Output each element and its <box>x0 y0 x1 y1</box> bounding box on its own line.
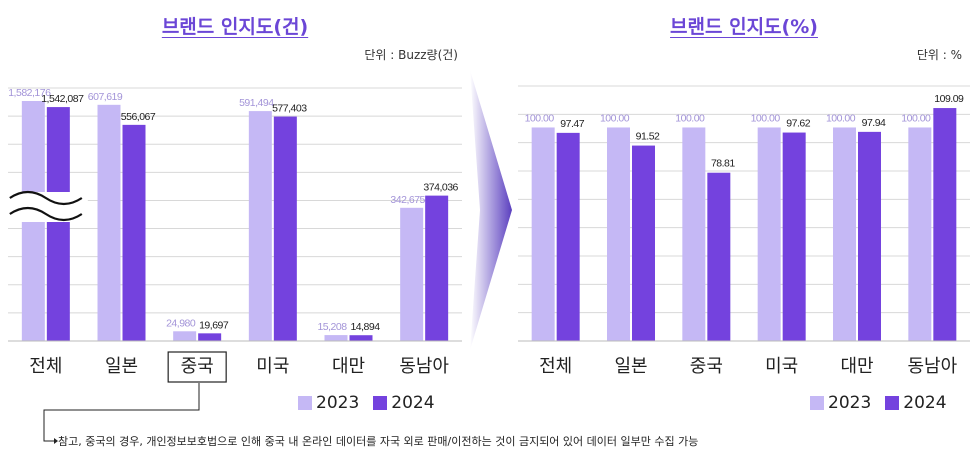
category-label: 전체 <box>539 356 572 377</box>
bar-2024-동남아 <box>933 108 957 342</box>
data-label: 100.00 <box>525 112 555 124</box>
data-label: 19,697 <box>199 319 229 331</box>
data-label: 100.00 <box>901 112 931 124</box>
category-label: 미국 <box>256 356 289 377</box>
legend-label-2024: 2024 <box>903 393 947 413</box>
data-label: 78.81 <box>711 158 735 170</box>
legend-swatch-2023 <box>298 396 312 410</box>
category-label: 대만 <box>332 356 365 377</box>
legend-swatch-2024 <box>885 396 900 410</box>
bar-2023-동남아 <box>908 127 932 342</box>
bar-2024-일본 <box>632 145 655 341</box>
axis-break-mark <box>9 206 83 222</box>
category-label: 중국 <box>690 356 723 377</box>
bar-2023-일본 <box>97 104 121 341</box>
data-label: 1,582,176 <box>8 87 51 99</box>
legend-label-2024: 2024 <box>391 393 435 413</box>
bar-2024-일본 <box>122 124 146 342</box>
data-label: 607,619 <box>88 91 123 103</box>
bar-2023-대만 <box>324 335 348 341</box>
bar-2024-대만 <box>858 131 881 341</box>
data-label: 591,494 <box>239 97 274 109</box>
legend: 2023 2024 <box>298 393 449 413</box>
data-label: 342,675 <box>390 194 425 206</box>
right-bar-chart: 100.00 97.47 전체 100.00 91.52 일본 100.00 78.81 중국 1… <box>518 85 970 377</box>
bar-2023-미국 <box>757 127 781 342</box>
footnote-connector-line <box>43 383 200 444</box>
data-label: 91.52 <box>636 131 660 143</box>
legend-label-2023: 2023 <box>828 393 872 413</box>
bar-2023-동남아 <box>400 207 424 341</box>
chart-title: 브랜드 인지도(%) <box>670 16 818 38</box>
category-label: 일본 <box>105 356 138 377</box>
data-label: 97.94 <box>862 117 886 129</box>
data-label: 24,980 <box>166 317 196 329</box>
data-label: 577,403 <box>272 103 307 115</box>
bar-2024-동남아 <box>425 195 449 341</box>
category-label: 미국 <box>765 356 798 377</box>
category-label: 전체 <box>29 356 62 377</box>
bar-2023-중국 <box>173 331 197 341</box>
data-label: 15,208 <box>317 321 347 333</box>
legend-item-2024: 2024 <box>373 393 435 413</box>
footnote: 참고, 중국의 경우, 개인정보보호법으로 인해 중국 내 온라인 데이터를 자… <box>58 435 699 448</box>
legend-swatch-2024 <box>373 396 388 410</box>
data-label: 97.47 <box>560 118 584 130</box>
transition-arrow <box>470 70 512 350</box>
legend-swatch-2023 <box>810 396 824 410</box>
data-label: 100.00 <box>751 112 781 124</box>
right-chart-panel: 브랜드 인지도(%) 단위 : % 100.00 97.47 전체 100.00 91.… <box>510 0 978 420</box>
data-label: 100.00 <box>826 112 856 124</box>
category-label: 중국 <box>181 356 214 377</box>
bar-2024-중국 <box>198 333 222 341</box>
category-label: 일본 <box>614 356 647 377</box>
bar-2024-전체 <box>556 132 580 341</box>
data-label: 1,542,087 <box>41 93 84 105</box>
data-label: 14,894 <box>350 321 380 333</box>
unit-label: 단위 : % <box>916 48 962 62</box>
bar-2023-미국 <box>248 111 272 342</box>
data-label: 100.00 <box>675 112 705 124</box>
unit-label: 단위 : Buzz량(건) <box>364 48 458 62</box>
bar-2024-미국 <box>273 116 297 342</box>
category-label: 동남아 <box>399 356 449 377</box>
category-label: 동남아 <box>907 356 957 377</box>
bar-2024-중국 <box>707 172 731 341</box>
data-label: 97.62 <box>786 118 810 130</box>
axis-break-mark <box>9 190 83 206</box>
legend-item-2023: 2023 <box>810 393 871 413</box>
legend-item-2024: 2024 <box>885 393 947 413</box>
data-label: 374,036 <box>423 182 458 194</box>
category-label: 대만 <box>840 356 873 377</box>
legend-label-2023: 2023 <box>316 393 360 413</box>
chart-title: 브랜드 인지도(건) <box>161 16 309 38</box>
bar-2024-전체 <box>46 107 70 342</box>
highlight-box <box>167 351 227 383</box>
data-label: 556,067 <box>121 111 156 123</box>
bar-2023-전체 <box>531 127 555 342</box>
bar-2024-대만 <box>349 335 373 341</box>
bar-2023-대만 <box>833 127 856 342</box>
data-label: 109.09 <box>934 93 964 105</box>
data-label: 100.00 <box>600 112 630 124</box>
legend: 2023 2024 <box>810 393 961 413</box>
left-chart-panel: 브랜드 인지도(건) 단위 : Buzz량(건) 1,582,176 1,542,… <box>0 0 470 420</box>
bar-2023-중국 <box>682 127 706 342</box>
bar-2024-미국 <box>782 132 806 341</box>
legend-item-2023: 2023 <box>298 393 359 413</box>
bar-2023-일본 <box>607 127 630 342</box>
